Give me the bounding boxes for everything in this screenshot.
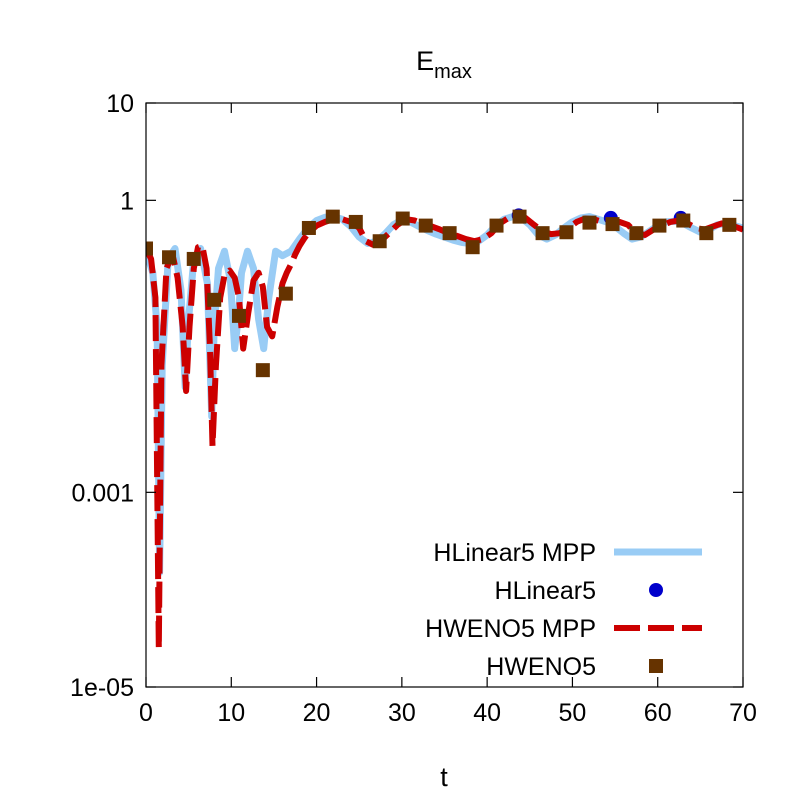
x-tick-label: 40 — [473, 699, 501, 727]
data-point-hweno5 — [301, 220, 316, 235]
data-point-hweno5 — [325, 209, 340, 224]
legend-swatch-hlinear5 — [649, 583, 663, 597]
data-point-hweno5 — [535, 226, 550, 241]
data-point-hweno5 — [186, 251, 201, 266]
data-point-hweno5 — [418, 218, 433, 233]
data-point-hweno5 — [605, 217, 620, 232]
data-point-hweno5 — [162, 250, 177, 265]
data-point-hweno5 — [582, 215, 597, 230]
data-point-hweno5 — [348, 214, 363, 229]
y-tick-label: 1e-05 — [70, 674, 134, 702]
x-tick-label: 10 — [217, 699, 245, 727]
legend: HLinear5 MPP HLinear5 HWENO5 MPP HWENO5 — [425, 539, 702, 681]
data-point-hweno5 — [278, 286, 293, 301]
x-tick-label: 0 — [139, 699, 153, 727]
series-line-hlinear5-mpp — [146, 213, 743, 576]
data-point-hweno5 — [699, 226, 714, 241]
x-tick-label: 60 — [644, 699, 672, 727]
legend-label-hweno5: HWENO5 — [486, 653, 596, 681]
data-point-hweno5 — [676, 213, 691, 228]
x-tick-label: 20 — [303, 699, 331, 727]
series-layer — [146, 208, 743, 652]
chart-title-sub: max — [434, 61, 472, 83]
data-point-hweno5 — [652, 218, 667, 233]
x-tick-label: 70 — [729, 699, 757, 727]
x-axis-label: t — [440, 762, 448, 792]
x-axis: 0 10 20 30 40 50 60 70 — [139, 103, 757, 727]
chart-title-main: E — [416, 46, 434, 76]
y-tick-label: 1 — [120, 187, 134, 215]
series-line-hweno5-mpp — [146, 212, 743, 652]
chart-title: Emax — [416, 46, 472, 83]
data-point-hweno5 — [722, 217, 737, 232]
y-tick-label: 0.001 — [71, 479, 134, 507]
data-point-hweno5 — [465, 240, 480, 255]
y-tick-label: 10 — [106, 90, 134, 118]
data-point-hweno5 — [372, 234, 387, 249]
x-tick-label: 30 — [388, 699, 416, 727]
plot-frame — [145, 102, 744, 688]
y-axis: 1e-05 0.001 1 10 — [70, 90, 743, 702]
data-point-hweno5 — [255, 363, 270, 378]
data-point-hweno5 — [629, 226, 644, 241]
x-tick-label: 50 — [559, 699, 587, 727]
data-point-hweno5 — [231, 308, 246, 323]
legend-label-hlinear5: HLinear5 — [495, 577, 596, 605]
legend-label-hlinear5-mpp: HLinear5 MPP — [433, 539, 596, 567]
data-point-hweno5 — [442, 226, 457, 241]
data-point-hweno5 — [489, 218, 504, 233]
data-point-hweno5 — [512, 209, 527, 224]
legend-label-hweno5-mpp: HWENO5 MPP — [425, 615, 596, 643]
data-point-hweno5 — [207, 292, 222, 307]
legend-swatch-hweno5 — [649, 659, 663, 673]
data-point-hweno5 — [559, 225, 574, 240]
data-point-hweno5 — [395, 211, 410, 226]
data-point-hweno5 — [146, 241, 153, 256]
